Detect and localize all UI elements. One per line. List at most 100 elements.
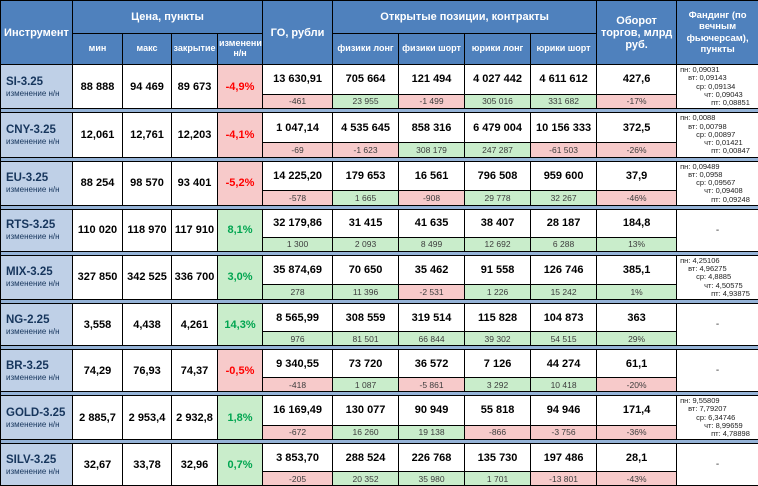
fiz-long-cell: 308 559 <box>333 304 399 332</box>
go-change-cell: -418 <box>263 378 333 392</box>
col-header-instrument: Инструмент <box>1 1 73 65</box>
funding-day-value: пт: 0,09248 <box>679 196 756 204</box>
instrument-name: GOLD-3.25 <box>6 407 67 419</box>
table-row: SI-3.25 изменение н/н 88 888 94 469 89 6… <box>1 65 758 95</box>
go-cell: 3 853,70 <box>263 444 333 472</box>
jur-short-change-cell: 331 682 <box>531 94 597 109</box>
fiz-long-cell: 179 653 <box>333 161 399 191</box>
turnover-change-cell: -46% <box>597 191 677 206</box>
turnover-cell: 28,1 <box>597 444 677 472</box>
jur-long-change-cell: 1 701 <box>465 472 531 486</box>
col-group-open-positions: Открытые позиции, контракты <box>333 1 597 34</box>
max-cell: 2 953,4 <box>123 396 172 440</box>
fiz-short-change-cell: 19 138 <box>399 425 465 440</box>
turnover-cell: 184,8 <box>597 209 677 237</box>
funding-empty-dash: - <box>679 365 756 376</box>
col-group-price: Цена, пункты <box>73 1 263 34</box>
fiz-short-change-cell: 66 844 <box>399 332 465 346</box>
close-cell: 2 932,8 <box>172 396 218 440</box>
col-header-max: макс <box>123 34 172 65</box>
close-cell: 74,37 <box>172 350 218 392</box>
close-cell: 117 910 <box>172 209 218 251</box>
go-change-cell: 1 300 <box>263 237 333 251</box>
fiz-short-change-cell: 308 179 <box>399 142 465 157</box>
close-cell: 12,203 <box>172 113 218 157</box>
max-cell: 94 469 <box>123 65 172 109</box>
fiz-short-cell: 36 572 <box>399 350 465 378</box>
go-cell: 13 630,91 <box>263 65 333 95</box>
col-header-fiz-long: физики лонг <box>333 34 399 65</box>
fiz-short-cell: 226 768 <box>399 444 465 472</box>
table-row: MIX-3.25 изменение н/н 327 850 342 525 3… <box>1 255 758 285</box>
table-row: EU-3.25 изменение н/н 88 254 98 570 93 4… <box>1 161 758 191</box>
go-cell: 32 179,86 <box>263 209 333 237</box>
fiz-short-cell: 41 635 <box>399 209 465 237</box>
jur-long-change-cell: 247 287 <box>465 142 531 157</box>
close-cell: 89 673 <box>172 65 218 109</box>
funding-empty-dash: - <box>679 319 756 330</box>
go-cell: 14 225,20 <box>263 161 333 191</box>
fiz-short-change-cell: 35 980 <box>399 472 465 486</box>
go-change-cell: -578 <box>263 191 333 206</box>
go-cell: 1 047,14 <box>263 113 333 143</box>
go-cell: 16 169,49 <box>263 396 333 426</box>
jur-long-cell: 796 508 <box>465 161 531 191</box>
go-change-cell: -672 <box>263 425 333 440</box>
jur-long-change-cell: 3 292 <box>465 378 531 392</box>
col-header-fiz-short: физики шорт <box>399 34 465 65</box>
instrument-change-label: изменение н/н <box>6 89 67 98</box>
jur-short-cell: 126 746 <box>531 255 597 285</box>
fiz-short-change-cell: -5 861 <box>399 378 465 392</box>
max-cell: 4,438 <box>123 304 172 346</box>
turnover-cell: 363 <box>597 304 677 332</box>
max-cell: 118 970 <box>123 209 172 251</box>
fiz-long-cell: 705 664 <box>333 65 399 95</box>
funding-day-value: пт: 4,93875 <box>679 290 756 298</box>
close-cell: 4,261 <box>172 304 218 346</box>
turnover-cell: 37,9 <box>597 161 677 191</box>
max-cell: 12,761 <box>123 113 172 157</box>
funding-empty-dash: - <box>679 459 756 470</box>
instrument-change-label: изменение н/н <box>6 137 67 146</box>
instrument-cell: GOLD-3.25 изменение н/н <box>1 396 73 440</box>
col-header-jur-long: юрики лонг <box>465 34 531 65</box>
instrument-cell: NG-2.25 изменение н/н <box>1 304 73 346</box>
instrument-cell: SI-3.25 изменение н/н <box>1 65 73 109</box>
jur-short-cell: 197 486 <box>531 444 597 472</box>
min-cell: 88 254 <box>73 161 123 205</box>
fiz-long-cell: 288 524 <box>333 444 399 472</box>
instrument-cell: SILV-3.25 изменение н/н <box>1 444 73 486</box>
turnover-cell: 372,5 <box>597 113 677 143</box>
col-header-go: ГО, рубли <box>263 1 333 65</box>
jur-long-cell: 55 818 <box>465 396 531 426</box>
fiz-long-cell: 70 650 <box>333 255 399 285</box>
instrument-change-label: изменение н/н <box>6 232 67 241</box>
jur-short-cell: 94 946 <box>531 396 597 426</box>
fiz-short-cell: 319 514 <box>399 304 465 332</box>
min-cell: 12,061 <box>73 113 123 157</box>
turnover-cell: 61,1 <box>597 350 677 378</box>
jur-short-change-cell: 32 267 <box>531 191 597 206</box>
fiz-short-cell: 90 949 <box>399 396 465 426</box>
instrument-cell: RTS-3.25 изменение н/н <box>1 209 73 251</box>
fiz-short-change-cell: -1 499 <box>399 94 465 109</box>
price-change-cell: 14,3% <box>218 304 263 346</box>
go-change-cell: -69 <box>263 142 333 157</box>
jur-long-change-cell: 39 302 <box>465 332 531 346</box>
col-header-min: мин <box>73 34 123 65</box>
funding-cell: - <box>677 209 758 251</box>
instrument-change-label: изменение н/н <box>6 467 67 476</box>
go-cell: 8 565,99 <box>263 304 333 332</box>
jur-short-cell: 104 873 <box>531 304 597 332</box>
fiz-long-cell: 31 415 <box>333 209 399 237</box>
fiz-long-change-cell: 2 093 <box>333 237 399 251</box>
jur-long-cell: 135 730 <box>465 444 531 472</box>
fiz-long-cell: 73 720 <box>333 350 399 378</box>
fiz-short-change-cell: -908 <box>399 191 465 206</box>
instrument-name: SILV-3.25 <box>6 454 67 466</box>
funding-day-value: пт: 0,08851 <box>679 99 756 107</box>
